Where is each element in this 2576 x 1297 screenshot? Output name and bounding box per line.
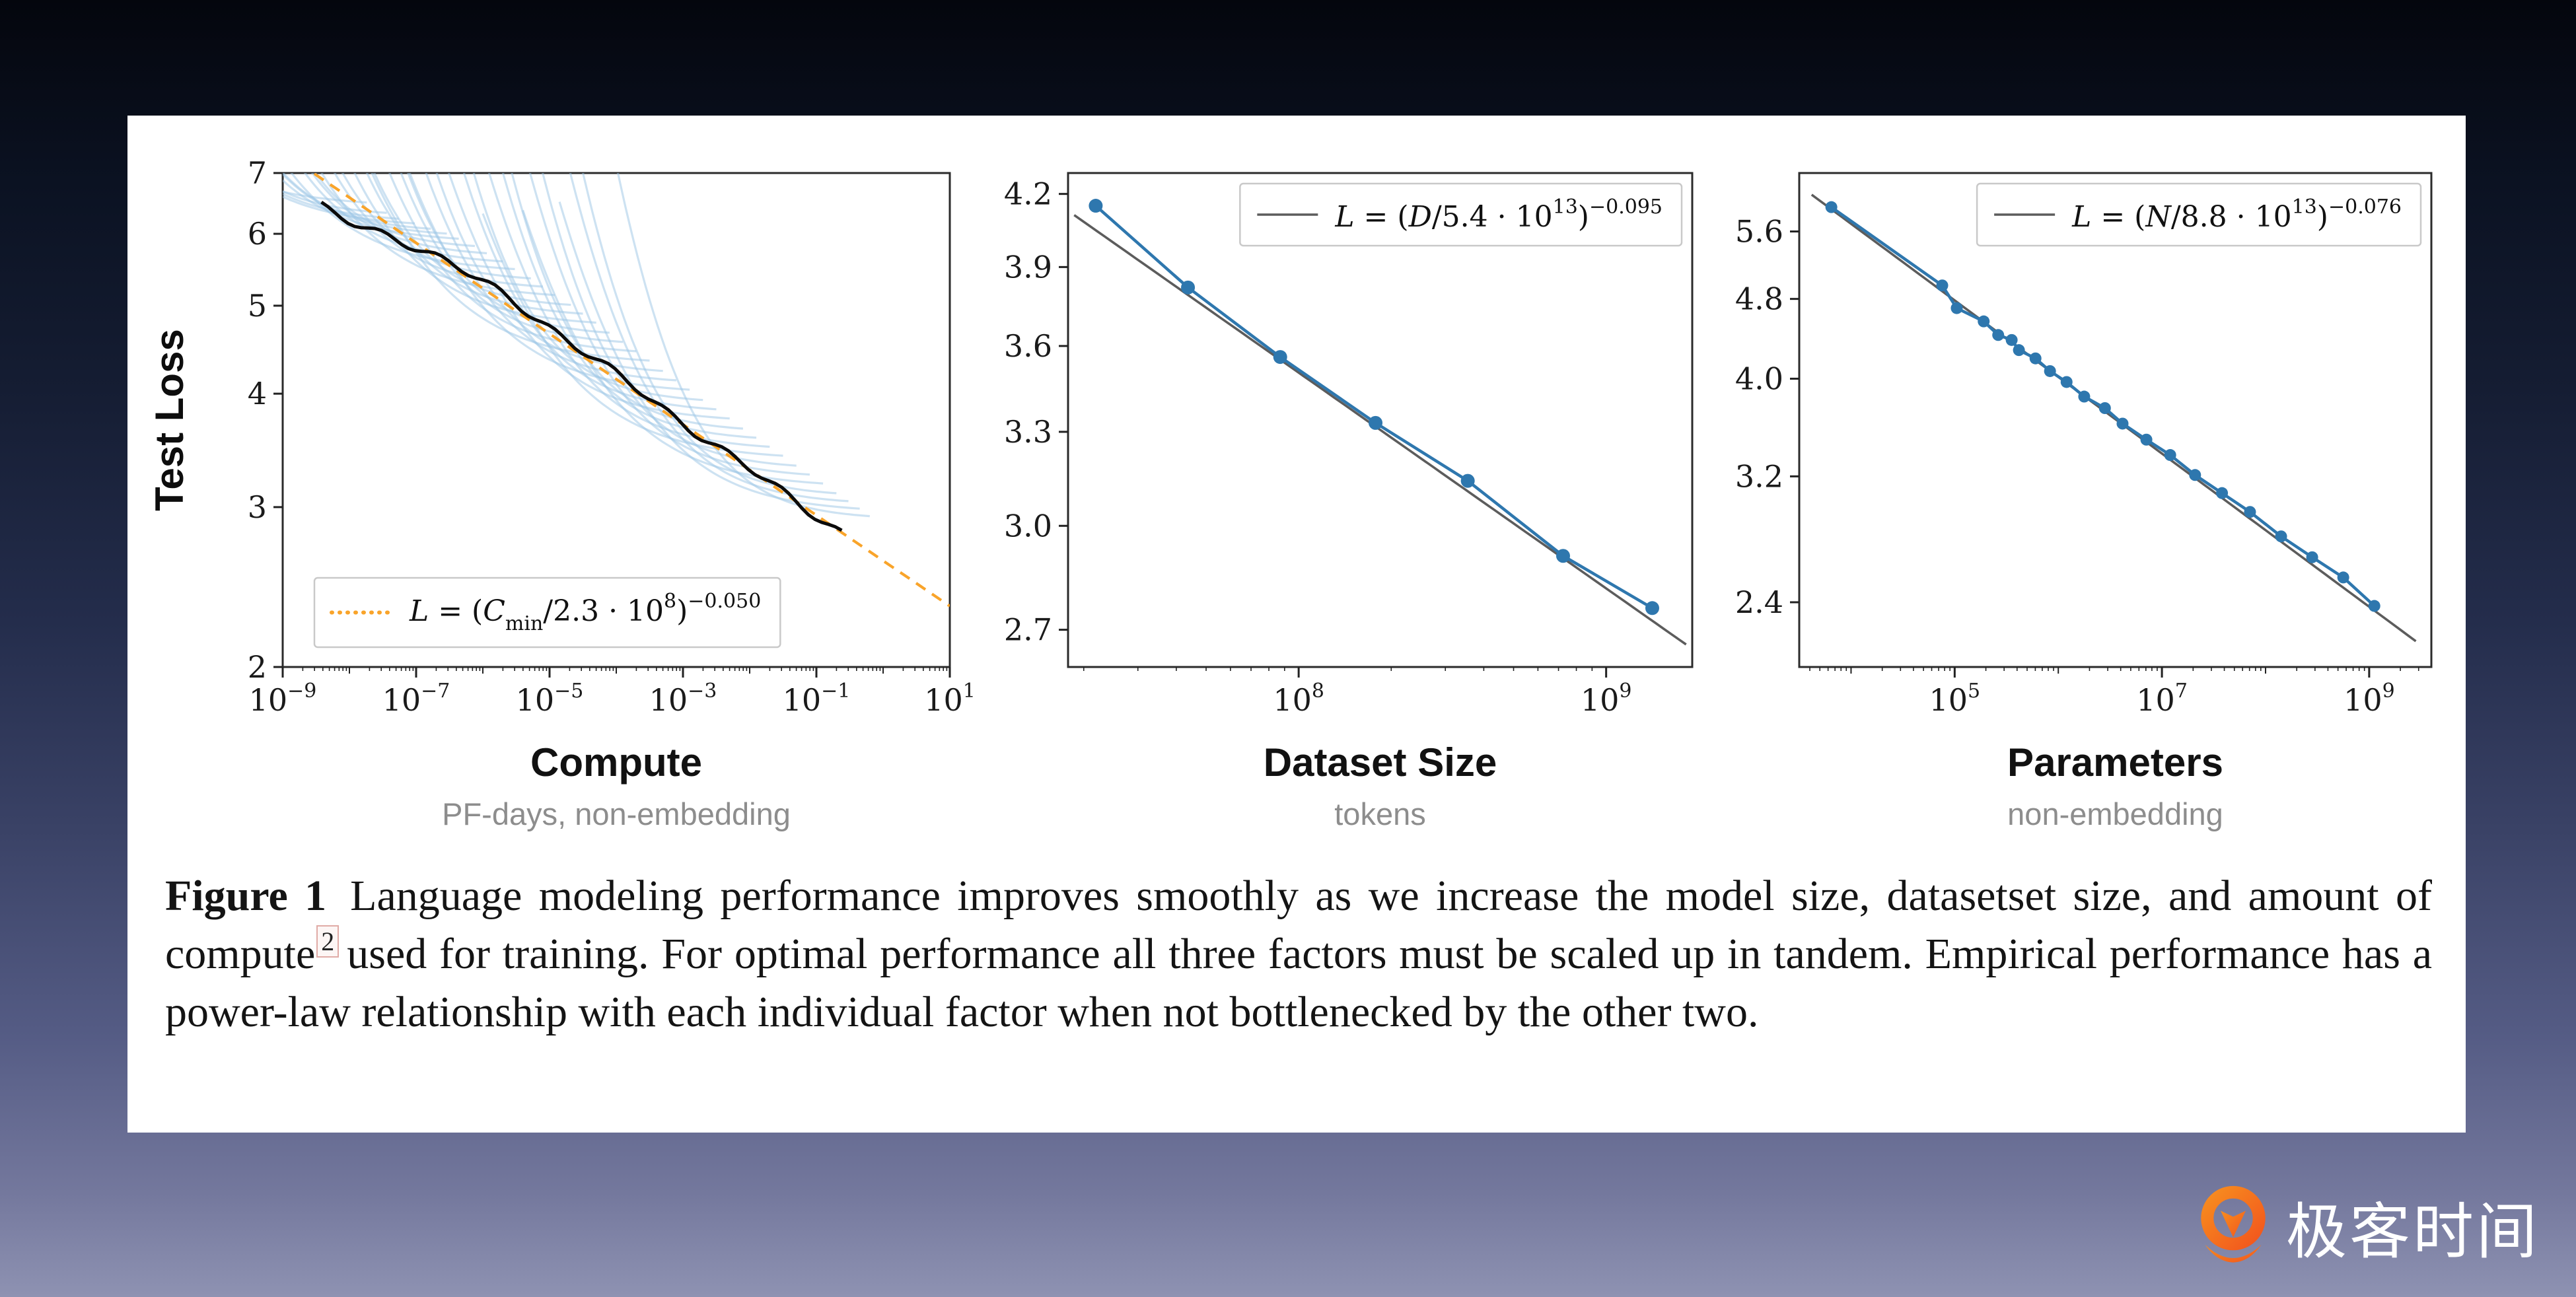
svg-text:5.6: 5.6 — [1735, 213, 1783, 249]
svg-text:109: 109 — [2343, 680, 2395, 718]
parameters-chart: 105 107 109 2.4 3.2 4.0 4.8 5.6 L = (N/8.8 · 101… — [1735, 172, 2433, 718]
compute-chart: 10−9 10−7 10−5 10−3 10−1 101 2 3 4 5 6 7 Test Loss L … — [147, 155, 976, 718]
legend: L = (Cmin/2.3 · 108)−0.050 — [313, 577, 781, 648]
svg-text:107: 107 — [2136, 680, 2188, 718]
geektime-logo: 极客时间 — [2196, 1183, 2540, 1271]
compute-axis-subtitle: PF-days, non-embedding — [442, 796, 791, 831]
axes: 108 109 2.7 3.0 3.3 3.6 3.9 4.2 — [1004, 172, 1694, 718]
legend: L = (N/8.8 · 1013)−0.076 — [1976, 182, 2422, 247]
svg-text:10−1: 10−1 — [783, 680, 851, 718]
svg-text:101: 101 — [924, 680, 976, 718]
fit-line — [1073, 214, 1687, 646]
svg-text:6: 6 — [248, 216, 267, 252]
svg-text:L = (Cmin/2.3 · 108)−0.050: L = (Cmin/2.3 · 108)−0.050 — [409, 590, 761, 635]
svg-text:3.0: 3.0 — [1004, 508, 1052, 543]
legend: L = (D/5.4 · 1013)−0.095 — [1239, 182, 1683, 247]
y-axis-label: Test Loss — [147, 329, 192, 511]
caption-text-before-footnote: Language modeling performance improves s… — [165, 872, 2432, 978]
series — [1073, 199, 1687, 646]
svg-text:2.7: 2.7 — [1004, 612, 1052, 648]
svg-text:3.3: 3.3 — [1004, 414, 1052, 450]
svg-text:10−5: 10−5 — [516, 680, 584, 718]
data-points — [1089, 199, 1659, 615]
svg-text:2.4: 2.4 — [1735, 584, 1783, 620]
data-points — [1825, 201, 2380, 612]
dataset-axis-subtitle: tokens — [1334, 796, 1426, 831]
data-line — [1830, 205, 2376, 608]
svg-text:4.0: 4.0 — [1735, 361, 1783, 396]
envelope-line — [320, 201, 843, 532]
svg-text:3: 3 — [248, 489, 267, 525]
svg-text:10−9: 10−9 — [249, 680, 317, 718]
figure-caption: Figure 1 Language modeling performance im… — [165, 867, 2432, 1041]
svg-text:5: 5 — [248, 288, 267, 324]
figure-card: 10−9 10−7 10−5 10−3 10−1 101 2 3 4 5 6 7 Test Loss L … — [127, 116, 2466, 1133]
svg-text:3.6: 3.6 — [1004, 328, 1052, 364]
svg-text:L = (D/5.4 · 1013)−0.095: L = (D/5.4 · 1013)−0.095 — [1334, 195, 1663, 234]
svg-text:3.2: 3.2 — [1735, 458, 1783, 494]
training-curves — [283, 173, 870, 518]
fit-line — [1810, 193, 2417, 643]
svg-text:108: 108 — [1273, 680, 1324, 718]
svg-text:3.9: 3.9 — [1004, 249, 1052, 285]
svg-text:10−7: 10−7 — [382, 680, 450, 718]
footnote-ref-box: 2 — [316, 925, 340, 958]
svg-text:105: 105 — [1929, 680, 1981, 718]
svg-text:4.2: 4.2 — [1004, 176, 1052, 212]
series — [283, 173, 950, 608]
svg-text:L = (N/8.8 · 1013)−0.076: L = (N/8.8 · 1013)−0.076 — [2071, 195, 2402, 234]
geektime-logo-text: 极客时间 — [2285, 1199, 2540, 1266]
dataset-axis-title: Dataset Size — [1263, 740, 1497, 785]
svg-text:4: 4 — [248, 376, 267, 411]
series — [1810, 193, 2417, 643]
compute-axis-title: Compute — [530, 740, 702, 785]
axes: 105 107 109 2.4 3.2 4.0 4.8 5.6 — [1735, 172, 2433, 718]
svg-text:2: 2 — [248, 649, 267, 685]
svg-text:7: 7 — [248, 155, 267, 191]
svg-text:109: 109 — [1581, 680, 1632, 718]
svg-text:10−3: 10−3 — [649, 680, 717, 718]
geektime-pin-icon — [2201, 1185, 2266, 1263]
svg-text:4.8: 4.8 — [1735, 281, 1783, 317]
dataset-size-chart: 108 109 2.7 3.0 3.3 3.6 3.9 4.2 L = (D/5.4 · 101… — [1004, 172, 1694, 718]
caption-text-after-footnote: used for training. For optimal performan… — [165, 929, 2432, 1036]
parameters-axis-title: Parameters — [2007, 740, 2223, 785]
figure-label: Figure 1 — [165, 872, 327, 920]
parameters-axis-subtitle: non-embedding — [2007, 796, 2223, 831]
